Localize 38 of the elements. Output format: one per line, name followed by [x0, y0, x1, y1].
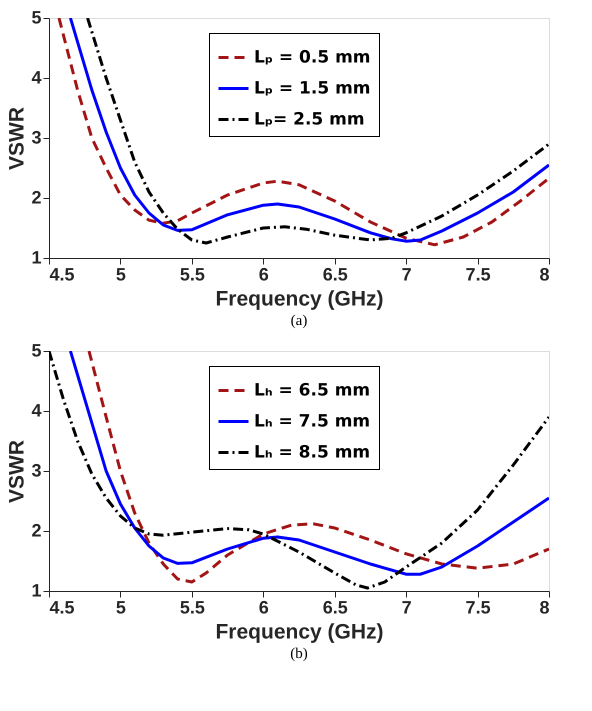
y-tick-label: 2 — [31, 188, 42, 208]
x-tick-label: 6 — [258, 264, 269, 284]
x-tick-label: 5.5 — [180, 264, 205, 284]
x-tick-label: 7.5 — [466, 264, 491, 284]
x-tick-label: 5 — [116, 264, 126, 284]
y-tick-label: 3 — [31, 128, 42, 148]
y-tick-label: 5 — [31, 8, 42, 28]
x-axis-title: Frequency (GHz) — [215, 288, 384, 310]
x-tick-label: 6.5 — [322, 598, 348, 618]
x-tick-label: 4.5 — [50, 598, 75, 618]
x-tick-label: 6 — [258, 598, 269, 618]
legend-label: Lₕ = 7.5 mm — [254, 412, 370, 432]
y-tick-label: 3 — [31, 460, 42, 480]
y-axis-title: VSWR — [5, 107, 28, 170]
x-tick-label: 8 — [539, 264, 550, 284]
y-tick-label: 2 — [31, 520, 42, 540]
y-tick-label: 1 — [31, 580, 42, 600]
y-tick-label: 1 — [31, 248, 42, 268]
legend-label: Lₕ = 6.5 mm — [254, 380, 370, 400]
x-tick-label: 8 — [539, 598, 550, 618]
legend-label: Lₚ = 1.5 mm — [254, 78, 371, 98]
legend-label: Lₚ= 2.5 mm — [254, 110, 365, 130]
x-tick-label: 7 — [402, 264, 412, 284]
y-tick-label: 5 — [31, 340, 42, 360]
x-tick-label: 5.5 — [180, 598, 205, 618]
text: (b) — [290, 646, 308, 662]
x-axis-title: Frequency (GHz) — [215, 620, 384, 644]
x-tick-label: 4.5 — [50, 264, 75, 284]
y-tick-label: 4 — [31, 400, 42, 420]
x-tick-label: 6.5 — [322, 264, 348, 284]
x-tick-label: 5 — [116, 598, 126, 618]
x-tick-label: 7.5 — [466, 598, 491, 618]
legend-label: Lₕ = 8.5 mm — [254, 442, 370, 462]
y-tick-label: 4 — [31, 68, 42, 88]
y-axis-title: VSWR — [5, 440, 28, 503]
legend-label: Lₚ = 0.5 mm — [254, 48, 371, 68]
x-tick-label: 7 — [402, 598, 412, 618]
text: (a) — [290, 313, 308, 329]
